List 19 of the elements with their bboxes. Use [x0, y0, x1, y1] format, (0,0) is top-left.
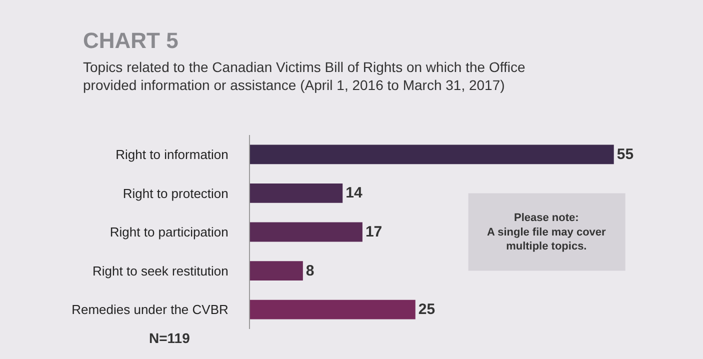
- bar: [250, 300, 416, 320]
- bar: [250, 261, 303, 280]
- y-tick-label: Remedies under the CVBR: [72, 302, 228, 318]
- annotation: Please note: A single file may cover multiple topics.: [487, 212, 607, 253]
- chart-subtitle: Topics related to the Canadian Victims Bill of Rights on which the Office provided information or assistance (April 1, 2016 to March 31, 2017): [83, 59, 526, 94]
- data-label: 14: [346, 184, 363, 202]
- y-tick-label: Right to information: [116, 146, 228, 162]
- data-label: 8: [306, 262, 314, 280]
- y-tick-label: Right to protection: [122, 186, 228, 201]
- bar: [250, 144, 614, 164]
- bar: [250, 184, 343, 203]
- y-tick-label: Right to participation: [110, 224, 228, 240]
- text: N=119: [149, 330, 190, 346]
- data-label: 25: [418, 301, 436, 318]
- bar: [250, 222, 362, 242]
- y-tick-label: Right to seek restitution: [92, 263, 228, 278]
- data-label: 55: [616, 146, 634, 163]
- data-label: 17: [365, 224, 382, 240]
- chart-title: CHART 5: [83, 28, 178, 53]
